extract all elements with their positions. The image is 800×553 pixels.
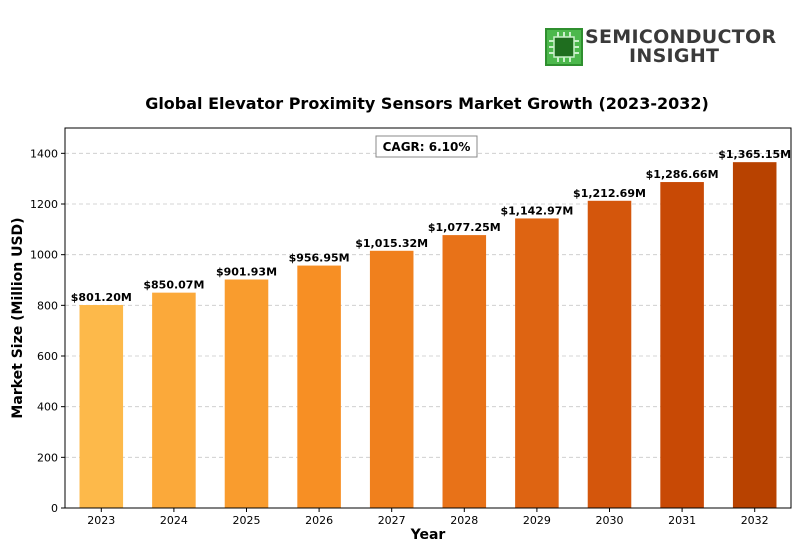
brand-logo: SEMICONDUCTOR INSIGHT xyxy=(545,27,776,69)
x-tick-label: 2032 xyxy=(741,514,769,527)
bar-value-label: $1,212.69M xyxy=(573,187,646,200)
bar-value-label: $1,142.97M xyxy=(500,204,573,217)
x-axis-label: Year xyxy=(410,527,446,543)
y-tick-label: 0 xyxy=(51,502,58,515)
brand-name-line2: INSIGHT xyxy=(629,45,720,67)
x-tick-label: 2024 xyxy=(160,514,188,527)
chart-title: Global Elevator Proximity Sensors Market… xyxy=(145,94,709,113)
y-tick-label: 200 xyxy=(37,451,58,464)
bar xyxy=(297,265,341,508)
bar xyxy=(224,279,269,508)
plot-frame xyxy=(64,127,792,509)
bar xyxy=(152,292,196,508)
y-tick-label: 1400 xyxy=(30,147,58,160)
y-axis-label: Market Size (Million USD) xyxy=(10,217,26,418)
brand-name-line1: SEMICONDUCTOR xyxy=(585,26,777,48)
bar-value-label: $801.20M xyxy=(71,291,132,304)
x-tick-label: 2031 xyxy=(668,514,696,527)
bar xyxy=(369,250,414,509)
bar-value-label: $1,077.25M xyxy=(428,221,501,234)
bar-value-label: $1,286.66M xyxy=(646,168,719,181)
x-tick-label: 2026 xyxy=(305,514,333,527)
x-tick-label: 2028 xyxy=(450,514,478,527)
bar xyxy=(515,218,559,508)
x-tick-label: 2030 xyxy=(596,514,624,527)
y-tick-label: 800 xyxy=(37,299,58,312)
bar-value-label: $850.07M xyxy=(143,279,204,292)
bar-value-label: $1,365.15M xyxy=(718,148,791,161)
x-axis-ticks: 2023 2024 2025 2026 2027 2028 2029 2030 2031 2032 xyxy=(87,508,769,527)
bar xyxy=(732,162,777,509)
cagr-box xyxy=(375,135,478,158)
x-tick-label: 2029 xyxy=(523,514,551,527)
x-tick-label: 2025 xyxy=(233,514,261,527)
y-tick-label: 1000 xyxy=(30,249,58,262)
y-tick-label: 1200 xyxy=(30,198,58,211)
bar xyxy=(79,305,124,508)
bar xyxy=(442,235,487,508)
x-tick-label: 2027 xyxy=(378,514,406,527)
cagr-annotation: CAGR: 6.10% xyxy=(375,135,478,158)
y-axis-ticks: 0 200 400 600 800 1000 1200 1400 xyxy=(30,147,65,515)
bars: $801.20M $850.07M $901.93M $956.95M $1,015.3… xyxy=(71,148,791,509)
bar xyxy=(660,182,704,508)
chip-icon xyxy=(545,28,583,66)
y-tick-label: 400 xyxy=(37,401,58,414)
x-tick-label: 2023 xyxy=(87,514,115,527)
bar-value-label: $901.93M xyxy=(216,266,277,279)
bar xyxy=(587,200,632,508)
cagr-label: CAGR: 6.10% xyxy=(383,140,471,154)
bar-value-label: $956.95M xyxy=(289,252,350,265)
y-tick-label: 600 xyxy=(37,350,58,363)
bar-value-label: $1,015.32M xyxy=(355,237,428,250)
